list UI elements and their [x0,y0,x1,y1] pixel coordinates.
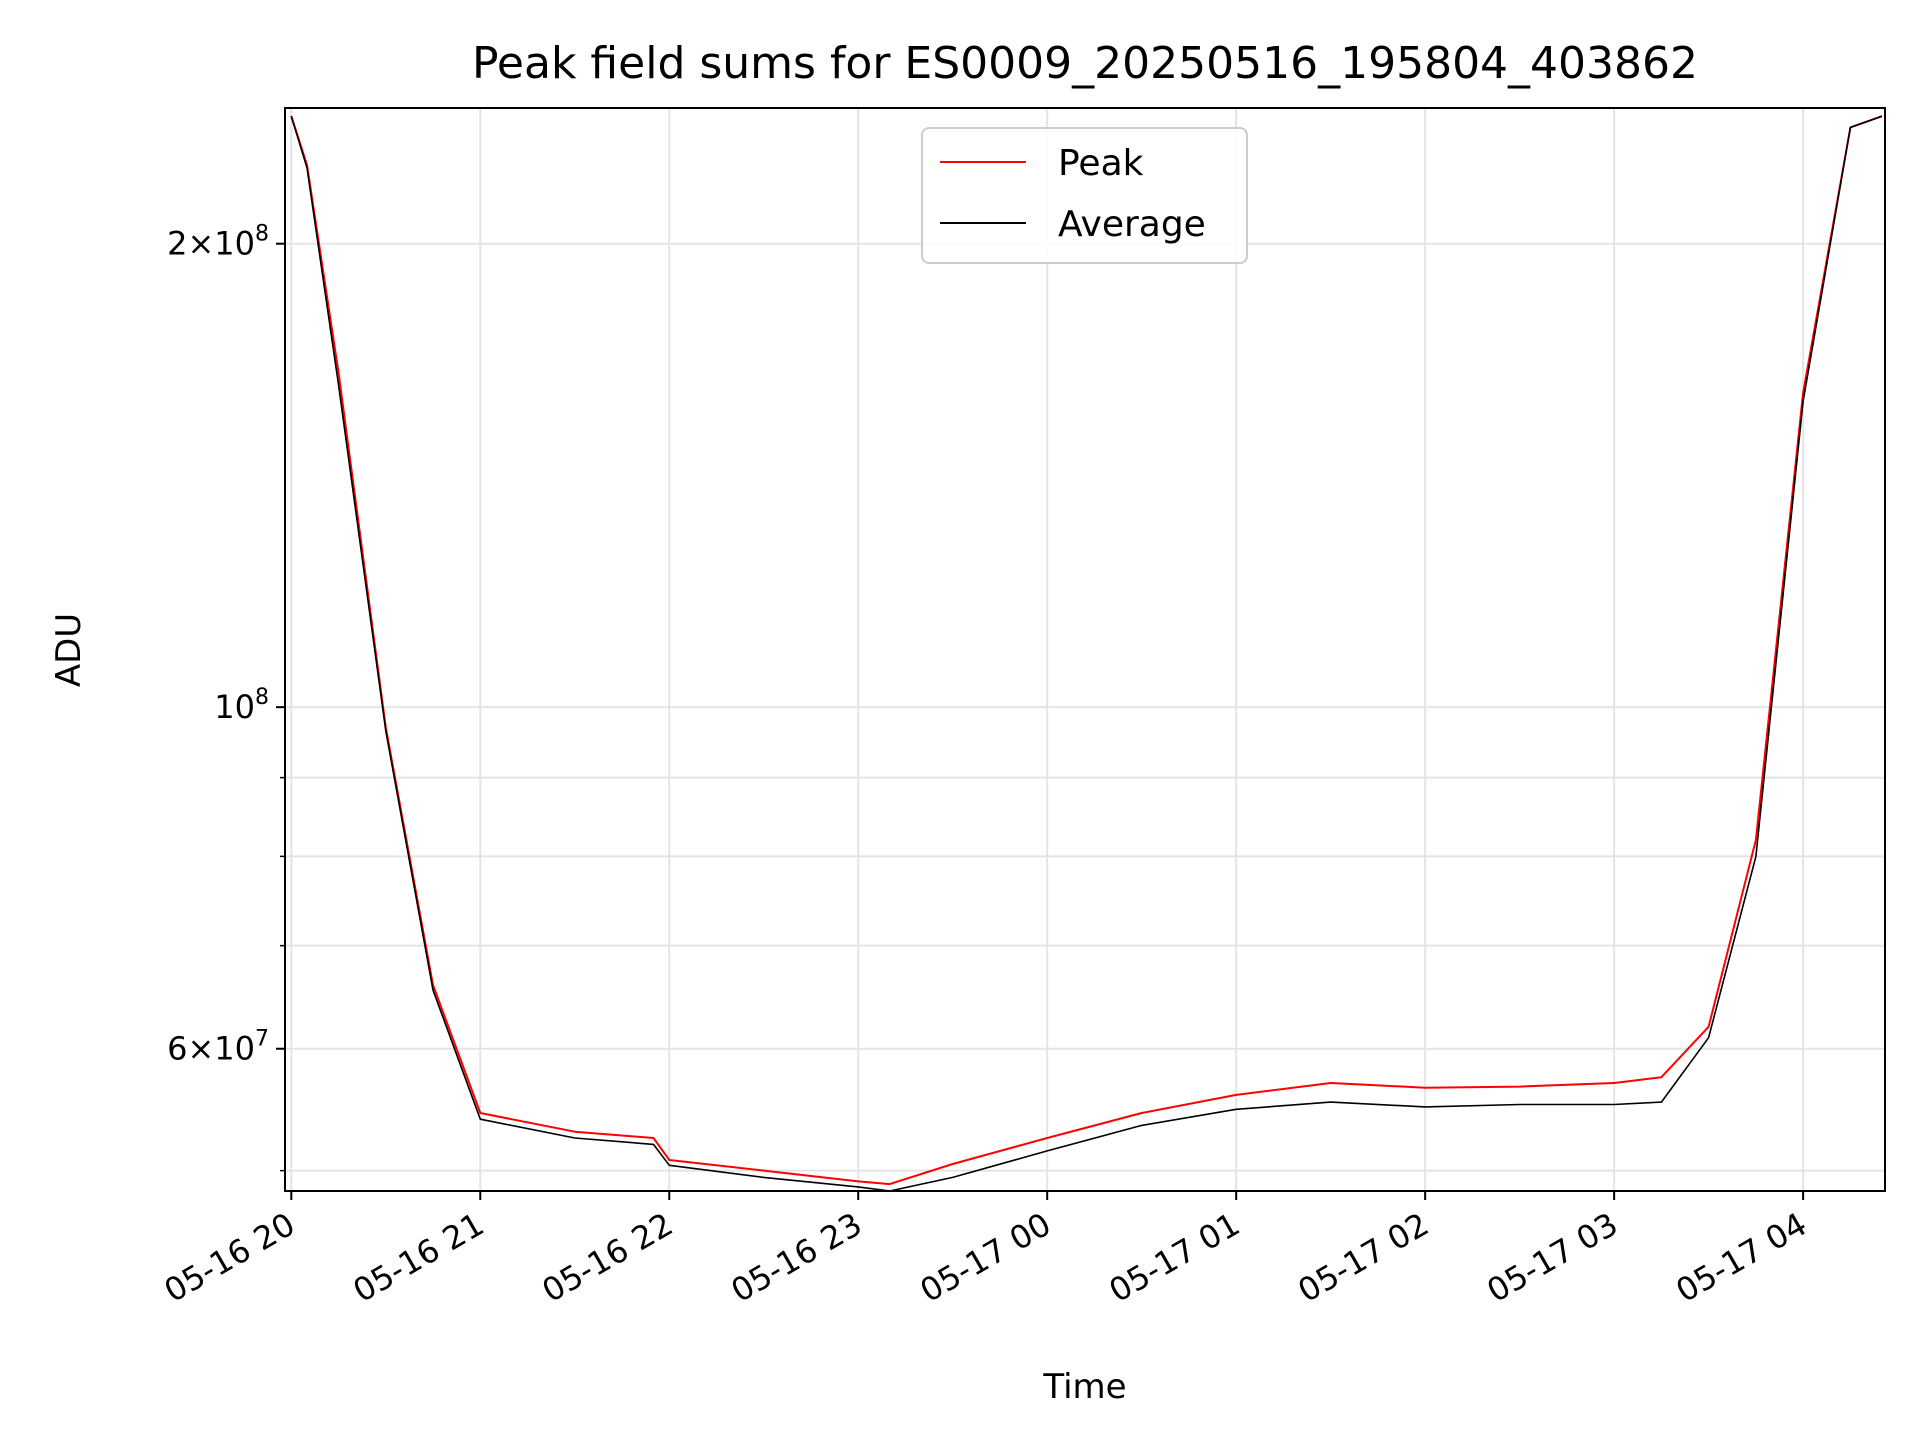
chart-title: Peak field sums for ES0009_20250516_1958… [472,38,1698,89]
y-tick-label: 108 [214,685,269,726]
legend-label-average: Average [1058,204,1206,245]
series-line-peak [290,115,1883,1186]
y-axis: 2×108 108 6×107 [167,222,285,1172]
plot-frame [284,107,1886,1192]
y-tick-label: 2×108 [167,222,269,263]
y-tick-label: 6×107 [167,1027,269,1068]
x-axis-label: Time [1042,1367,1126,1407]
legend-label-peak: Peak [1058,143,1144,184]
legend: Peak Average [921,127,1248,264]
series-layer [290,115,1883,1192]
y-axis-label: ADU [49,613,89,687]
series-line-average [290,115,1883,1192]
